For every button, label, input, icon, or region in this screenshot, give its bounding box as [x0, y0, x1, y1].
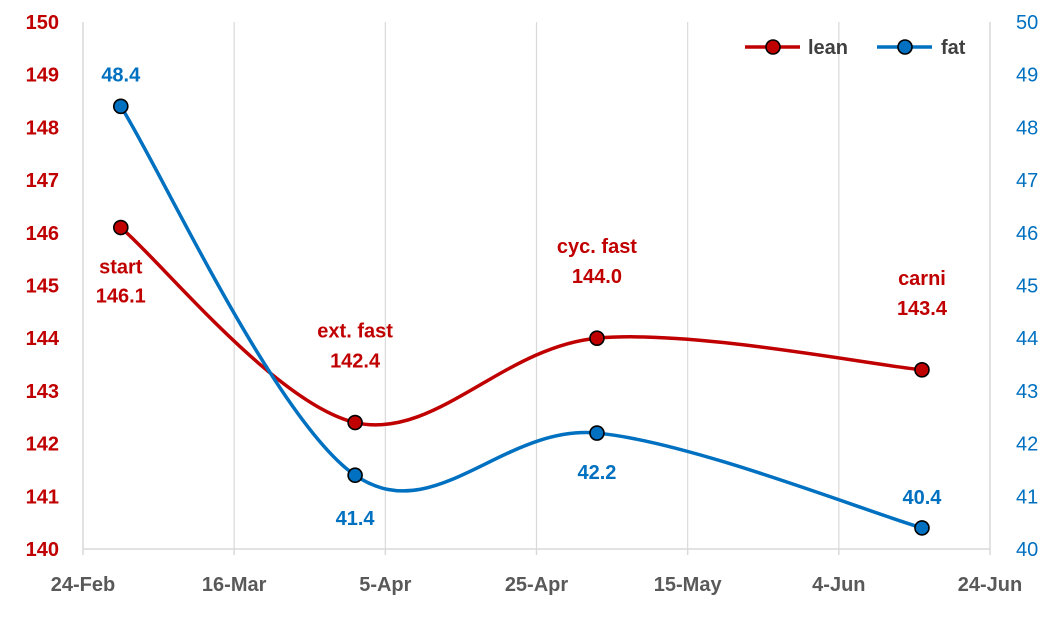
y-right-tick-label: 43	[1016, 381, 1038, 403]
data-point-lean	[112, 219, 129, 236]
y-right-tick-label: 48	[1016, 117, 1038, 139]
annotation-label: cyc. fast	[557, 236, 637, 258]
legend-marker-fat	[897, 39, 913, 55]
x-tick-label: 16-Mar	[202, 574, 267, 596]
data-point-lean	[914, 362, 930, 378]
data-label-lean: 142.4	[330, 351, 381, 373]
y-left-tick-label: 148	[26, 117, 59, 139]
annotation-label: ext. fast	[317, 321, 393, 343]
data-point-fat	[347, 467, 363, 484]
y-right-tick-label: 42	[1016, 434, 1038, 456]
series-line-fat	[119, 105, 923, 530]
y-left-tick-label: 142	[26, 434, 59, 456]
x-tick-label: 24-Jun	[958, 574, 1022, 596]
legend-marker-lean	[765, 39, 781, 55]
x-tick-label: 25-Apr	[505, 574, 569, 596]
y-left-tick-label: 147	[26, 170, 59, 192]
annotation-label: start	[99, 257, 143, 279]
y-left-tick-label: 143	[26, 381, 59, 403]
data-label-lean: 146.1	[96, 286, 146, 308]
data-point-fat	[589, 425, 605, 441]
annotation-label: carni	[898, 268, 946, 290]
series-line-lean	[119, 226, 923, 427]
y-right-tick-label: 44	[1016, 328, 1038, 350]
data-point-fat	[112, 98, 129, 115]
y-right-tick-label: 47	[1016, 170, 1038, 192]
y-left-tick-label: 149	[26, 65, 59, 87]
data-label-lean: 143.4	[897, 298, 948, 320]
data-label-fat: 41.4	[336, 508, 376, 530]
x-tick-label: 4-Jun	[812, 574, 865, 596]
y-right-tick-label: 50	[1016, 12, 1038, 34]
data-point-lean	[589, 330, 605, 347]
y-right-tick-label: 49	[1016, 65, 1038, 87]
data-label-fat: 42.2	[577, 462, 616, 484]
y-left-tick-label: 144	[26, 328, 60, 350]
y-left-tick-label: 146	[26, 223, 59, 245]
y-left-tick-label: 145	[26, 276, 59, 298]
x-tick-label: 24-Feb	[51, 574, 115, 596]
y-left-tick-label: 150	[26, 12, 59, 34]
data-label-fat: 48.4	[101, 64, 141, 86]
x-tick-label: 5-Apr	[359, 574, 411, 596]
data-label-lean: 144.0	[572, 266, 622, 288]
y-left-tick-label: 140	[26, 539, 59, 561]
y-left-tick-label: 141	[26, 486, 59, 508]
legend-label-fat: fat	[941, 37, 966, 59]
data-point-lean	[347, 414, 363, 431]
y-right-tick-label: 46	[1016, 223, 1038, 245]
y-right-tick-label: 40	[1016, 539, 1038, 561]
data-label-fat: 40.4	[903, 487, 943, 509]
y-right-tick-label: 45	[1016, 276, 1038, 298]
y-right-tick-label: 41	[1016, 486, 1038, 508]
x-tick-label: 15-May	[654, 574, 723, 596]
data-point-fat	[914, 520, 930, 536]
legend-label-lean: lean	[808, 37, 848, 59]
